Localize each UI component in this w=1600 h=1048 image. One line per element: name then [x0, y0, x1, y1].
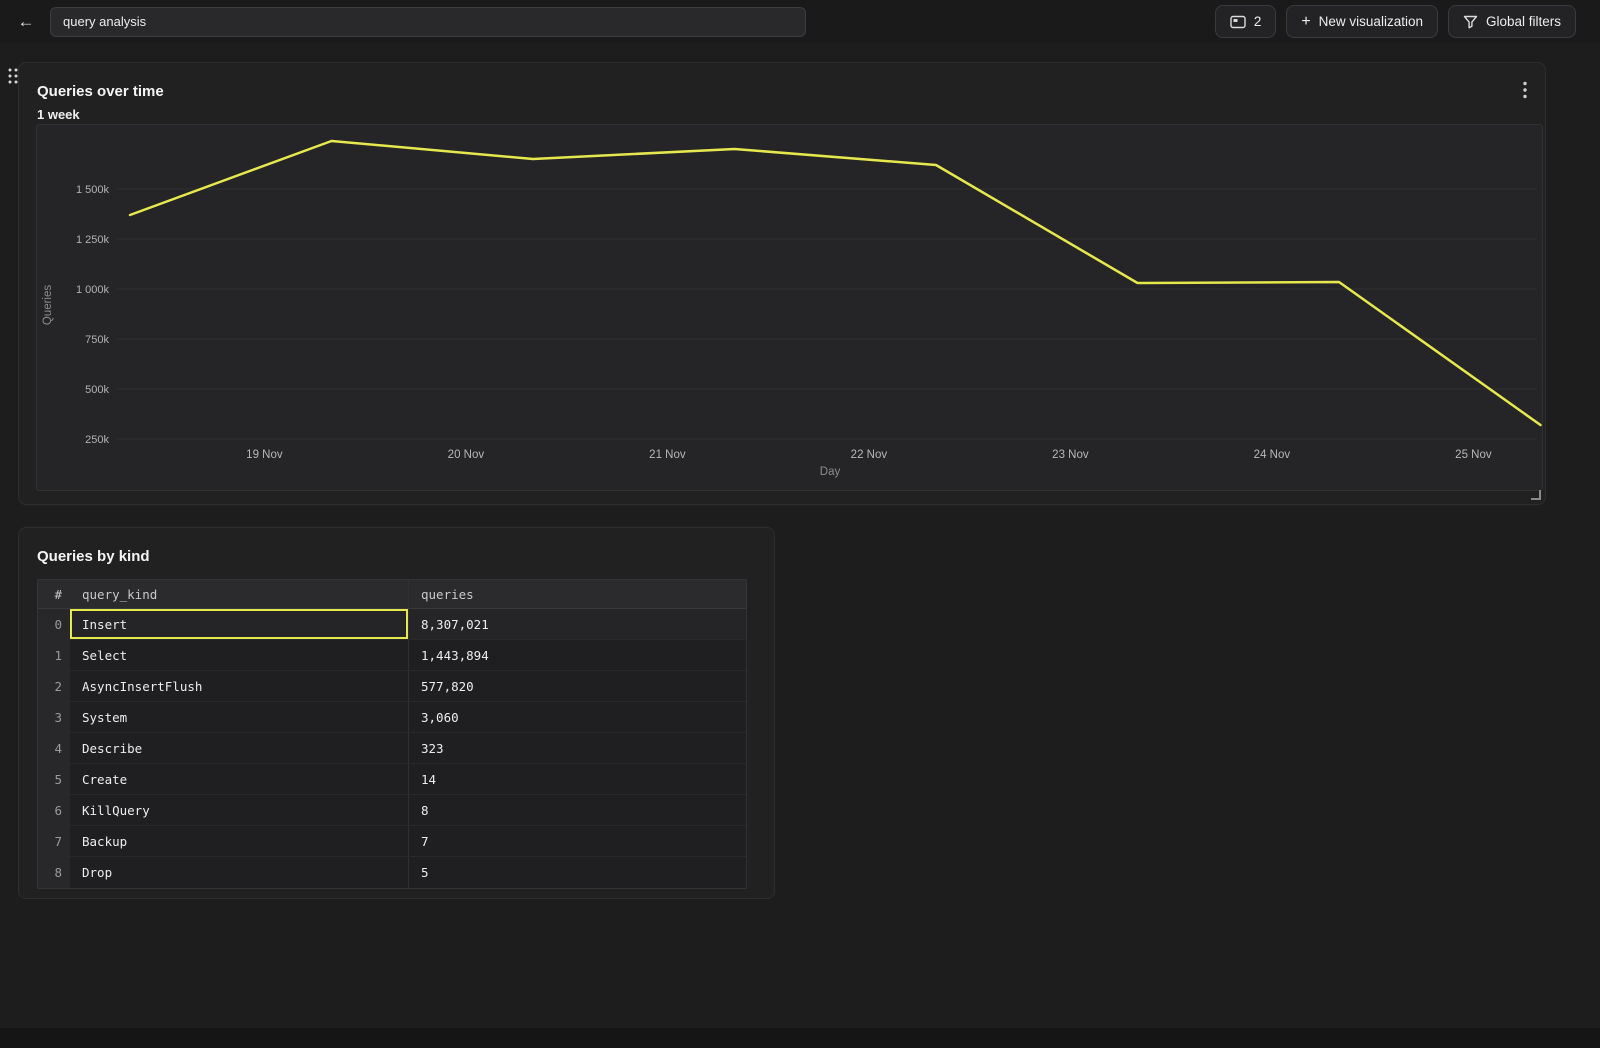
queries-value-cell[interactable]: 14 — [408, 764, 746, 794]
queries-value-cell[interactable]: 323 — [408, 733, 746, 763]
x-tick-label: 25 Nov — [1455, 449, 1492, 461]
y-tick-label: 750k — [85, 334, 109, 346]
global-filters-label: Global filters — [1485, 14, 1561, 29]
table-row[interactable]: 4 Describe 323 — [38, 733, 746, 764]
table-panel-title: Queries by kind — [37, 548, 150, 565]
row-index-cell[interactable]: 6 — [38, 795, 70, 825]
queries-value-cell[interactable]: 8,307,021 — [408, 609, 746, 639]
query-kind-cell[interactable]: Create — [82, 771, 128, 787]
column-header-query-kind[interactable]: query_kind — [82, 586, 158, 602]
column-header-index[interactable]: # — [54, 586, 62, 602]
queries-chart-svg: 250k 500k 750k 1 000k 1 250k 1 500k 19 Nov 20 N… — [42, 139, 1542, 478]
query-kind-cell[interactable]: Insert — [70, 609, 408, 639]
queries-by-kind-table: # query_kind queries 0 Insert 8,307,021 1 Se… — [37, 579, 747, 889]
queries-line-series — [128, 139, 1542, 427]
x-tick-label: 19 Nov — [246, 449, 283, 461]
table-row[interactable]: 6 KillQuery 8 — [38, 795, 746, 826]
topbar-actions: 2 + New visualization Global filters — [1214, 5, 1576, 38]
y-axis-title: Queries — [42, 285, 54, 326]
table-row[interactable]: 7 Backup 7 — [38, 826, 746, 857]
new-visualization-label: New visualization — [1318, 14, 1423, 29]
panels-icon — [1230, 15, 1246, 29]
panels-count: 2 — [1253, 14, 1262, 29]
table-row[interactable]: 2 AsyncInsertFlush 577,820 — [38, 671, 746, 702]
y-tick-label: 1 500k — [76, 184, 110, 196]
table-row[interactable]: 5 Create 14 — [38, 764, 746, 795]
plus-icon: + — [1301, 12, 1311, 30]
x-tick-label: 23 Nov — [1052, 449, 1089, 461]
x-tick-label: 20 Nov — [448, 449, 485, 461]
table-row[interactable]: 3 System 3,060 — [38, 702, 746, 733]
query-kind-cell[interactable]: Describe — [82, 740, 143, 756]
dashboard-title-input[interactable] — [50, 6, 806, 37]
new-visualization-button[interactable]: + New visualization — [1286, 5, 1438, 38]
queries-value-cell[interactable]: 1,443,894 — [408, 640, 746, 670]
table-row[interactable]: 1 Select 1,443,894 — [38, 640, 746, 671]
row-index-cell[interactable]: 7 — [38, 826, 70, 856]
row-index-cell[interactable]: 3 — [38, 702, 70, 732]
row-index-cell[interactable]: 5 — [38, 764, 70, 794]
queries-value-cell[interactable]: 5 — [408, 857, 746, 888]
table-row[interactable]: 0 Insert 8,307,021 — [38, 609, 746, 640]
y-tick-label: 1 000k — [76, 284, 110, 296]
y-tick-label: 500k — [85, 384, 109, 396]
queries-value-cell[interactable]: 7 — [408, 826, 746, 856]
query-kind-cell[interactable]: AsyncInsertFlush — [82, 678, 203, 694]
x-tick-label: 21 Nov — [649, 449, 686, 461]
row-index-cell[interactable]: 0 — [38, 609, 70, 639]
queries-value-cell[interactable]: 3,060 — [408, 702, 746, 732]
row-index-cell[interactable]: 1 — [38, 640, 70, 670]
table-header-row: # query_kind queries — [38, 580, 746, 609]
table-row[interactable]: 8 Drop 5 — [38, 857, 746, 888]
table-body: 0 Insert 8,307,021 1 Select 1,443,894 2 AsyncIn… — [38, 609, 746, 888]
queries-value-cell[interactable]: 8 — [408, 795, 746, 825]
y-tick-label: 1 250k — [76, 234, 110, 246]
row-index-cell[interactable]: 4 — [38, 733, 70, 763]
queries-over-time-panel: Queries over time 1 week 250k 500k 750k 1 0… — [18, 62, 1546, 505]
funnel-icon — [1463, 15, 1478, 29]
x-axis-title: Day — [820, 466, 841, 478]
top-bar: ← 2 + New visualization Global filters — [0, 0, 1600, 43]
query-kind-cell[interactable]: System — [82, 709, 128, 725]
row-index-cell[interactable]: 2 — [38, 671, 70, 701]
y-tick-label: 250k — [85, 434, 109, 446]
queries-chart-area: 250k 500k 750k 1 000k 1 250k 1 500k 19 Nov 20 N… — [36, 124, 1543, 491]
window-bottom-edge — [0, 1028, 1600, 1048]
chart-panel-subtitle: 1 week — [37, 107, 80, 122]
queries-by-kind-panel: Queries by kind # query_kind queries 0 In… — [18, 527, 775, 899]
x-tick-label: 24 Nov — [1254, 449, 1291, 461]
query-kind-cell[interactable]: Select — [82, 647, 128, 663]
panel-menu-kebab-icon[interactable] — [1515, 79, 1535, 101]
chart-panel-title: Queries over time — [37, 83, 164, 100]
panels-count-button[interactable]: 2 — [1214, 5, 1277, 38]
query-kind-cell[interactable]: KillQuery — [82, 802, 150, 818]
column-header-queries[interactable]: queries — [408, 580, 746, 608]
row-index-cell[interactable]: 8 — [38, 857, 70, 888]
queries-value-cell[interactable]: 577,820 — [408, 671, 746, 701]
query-kind-cell[interactable]: Backup — [82, 833, 128, 849]
panel-drag-handle-icon[interactable] — [6, 66, 20, 86]
panel-resize-handle-icon[interactable] — [1531, 490, 1541, 500]
back-arrow-icon[interactable]: ← — [17, 11, 35, 31]
query-kind-cell[interactable]: Drop — [82, 865, 113, 880]
global-filters-button[interactable]: Global filters — [1447, 5, 1576, 38]
x-tick-label: 22 Nov — [851, 449, 888, 461]
